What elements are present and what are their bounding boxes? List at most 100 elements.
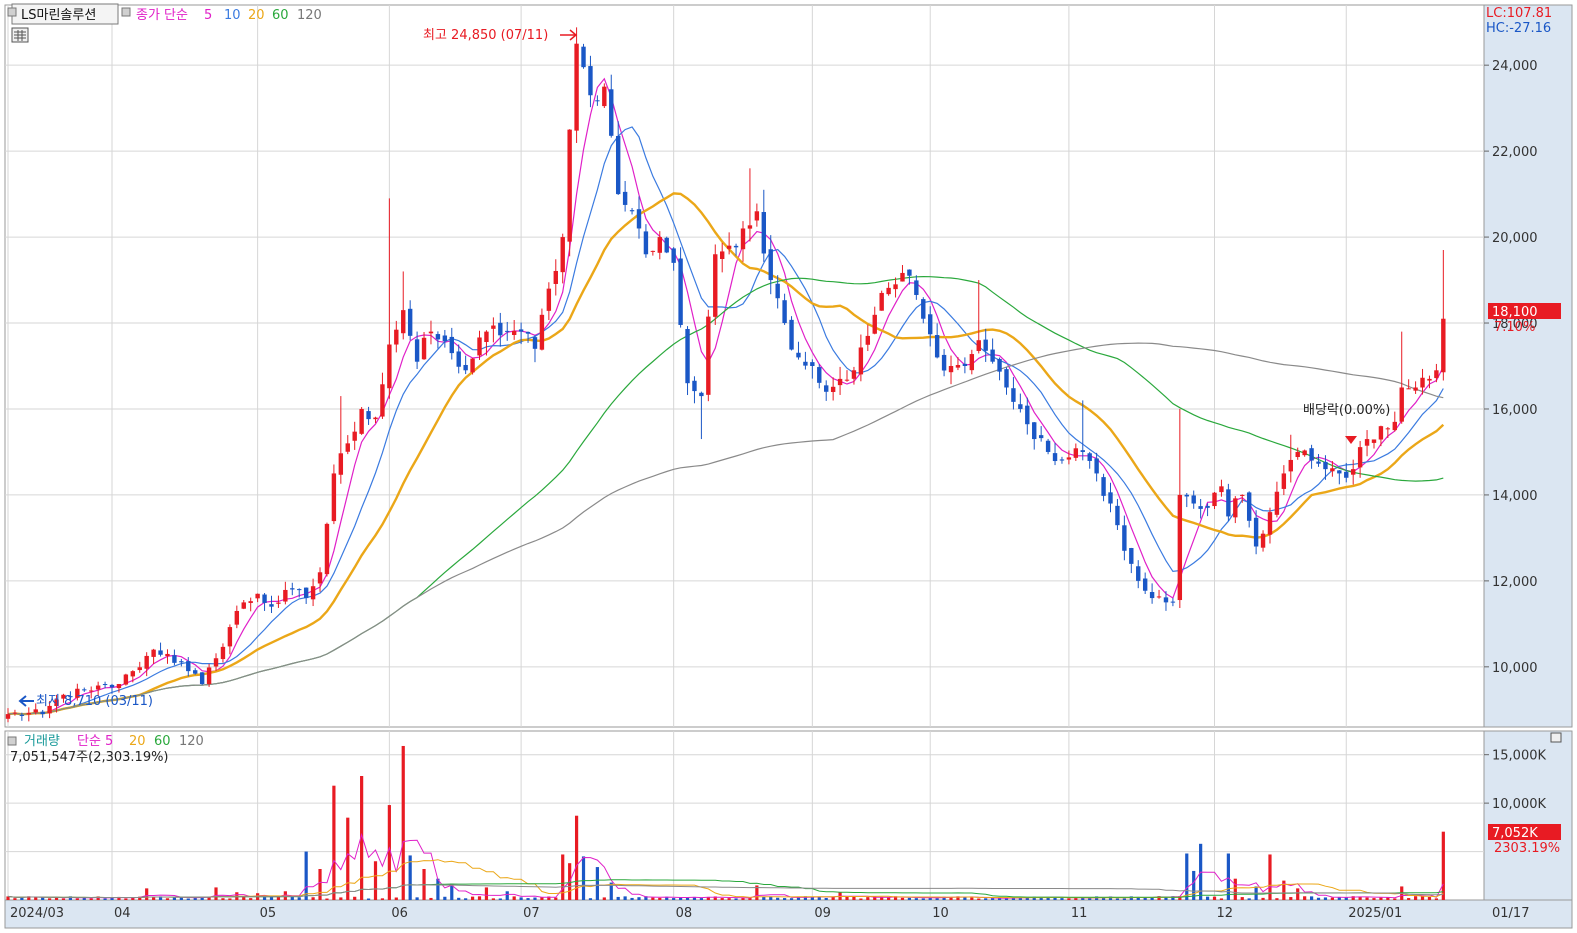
- candle: [373, 416, 378, 424]
- candle: [830, 377, 836, 401]
- volume-bar: [1323, 897, 1328, 900]
- volume-bar: [117, 896, 121, 900]
- candle: [331, 464, 337, 525]
- candle-body: [407, 308, 413, 336]
- volume-panel-close-icon[interactable]: [1550, 732, 1562, 743]
- volume-bar: [547, 896, 551, 900]
- candle: [650, 250, 656, 256]
- candle-body: [1080, 450, 1085, 452]
- volume-bar: [609, 882, 613, 900]
- candle: [248, 597, 253, 612]
- date-tick-label: 2025/01: [1348, 906, 1402, 921]
- candle: [1170, 598, 1176, 607]
- volume-bar: [734, 898, 738, 900]
- candle: [1094, 452, 1099, 482]
- candle: [629, 207, 635, 215]
- candle: [865, 324, 871, 352]
- volume-bar: [131, 897, 135, 900]
- volume-bar: [574, 815, 579, 900]
- candle: [33, 703, 38, 715]
- volume-bar: [1212, 896, 1217, 900]
- candle: [123, 673, 129, 686]
- candle-body: [782, 300, 787, 324]
- candle-body: [1337, 470, 1342, 474]
- candle: [82, 687, 87, 692]
- price-tick-label: 12,000: [1492, 575, 1538, 590]
- candle-body: [505, 330, 510, 332]
- candle-body: [1032, 422, 1037, 440]
- candle: [615, 121, 621, 195]
- date-tick-label: 05: [260, 906, 277, 921]
- candle-body: [414, 339, 420, 362]
- price-panel[interactable]: [4, 4, 1485, 728]
- candle-body: [928, 314, 933, 335]
- candle: [68, 691, 73, 701]
- volume-bar: [1115, 898, 1120, 900]
- candle: [1059, 456, 1065, 464]
- candle: [1108, 482, 1113, 513]
- candle: [1337, 470, 1342, 485]
- candle-body: [1212, 492, 1217, 507]
- candle-body: [1413, 387, 1418, 391]
- volume-legend-ma20: 20: [129, 734, 146, 749]
- candle: [990, 338, 995, 364]
- volume-bar: [262, 896, 267, 900]
- candle-body: [172, 655, 177, 663]
- candle: [179, 658, 184, 667]
- volume-bar: [318, 869, 322, 900]
- volume-bar: [1004, 898, 1009, 900]
- candle-body: [1087, 453, 1092, 461]
- candle-body: [498, 322, 503, 336]
- candle-body: [33, 709, 38, 713]
- candle-body: [387, 344, 392, 389]
- volume-bar: [678, 897, 683, 900]
- candle: [26, 707, 32, 722]
- candle-body: [733, 245, 739, 248]
- candle: [61, 693, 66, 703]
- candle-body: [761, 212, 767, 254]
- volume-current: 7,051,547주(2,303.19%): [10, 750, 169, 765]
- candle-body: [5, 714, 11, 719]
- volume-bar: [346, 817, 350, 900]
- candle-body: [692, 380, 697, 392]
- candle-body: [907, 269, 912, 276]
- candle-body: [1233, 498, 1238, 518]
- candle: [310, 578, 316, 607]
- volume-panel[interactable]: [4, 730, 1485, 901]
- candle: [193, 668, 198, 675]
- candle-body: [241, 602, 246, 609]
- candle: [997, 357, 1002, 381]
- candle-body: [338, 453, 344, 475]
- volume-bar: [588, 898, 593, 900]
- candle: [151, 648, 156, 665]
- volume-bar: [1025, 897, 1029, 900]
- candle: [1045, 438, 1051, 455]
- volume-bar: [75, 898, 79, 900]
- volume-bar: [810, 896, 814, 900]
- candle: [1080, 400, 1085, 461]
- candle: [1399, 331, 1404, 424]
- volume-bar: [1275, 898, 1279, 900]
- volume-bar: [1240, 897, 1244, 900]
- candle-body: [1378, 426, 1384, 440]
- candle: [796, 341, 801, 360]
- grid-toggle-icon[interactable]: [11, 27, 29, 43]
- candle-body: [567, 129, 572, 242]
- candle: [491, 317, 496, 343]
- candle: [747, 168, 753, 242]
- candle: [900, 265, 905, 282]
- candle: [775, 275, 780, 309]
- candle: [1122, 515, 1127, 561]
- candle: [1011, 377, 1016, 410]
- volume-bar: [1393, 898, 1397, 900]
- volume-bar: [1316, 897, 1321, 900]
- volume-bar: [748, 897, 752, 900]
- candle: [740, 221, 746, 262]
- candle-body: [366, 411, 371, 420]
- volume-bar: [630, 897, 634, 900]
- candle: [1378, 425, 1384, 447]
- volume-bar: [526, 898, 530, 900]
- candle-body: [768, 249, 773, 281]
- candle: [470, 357, 475, 375]
